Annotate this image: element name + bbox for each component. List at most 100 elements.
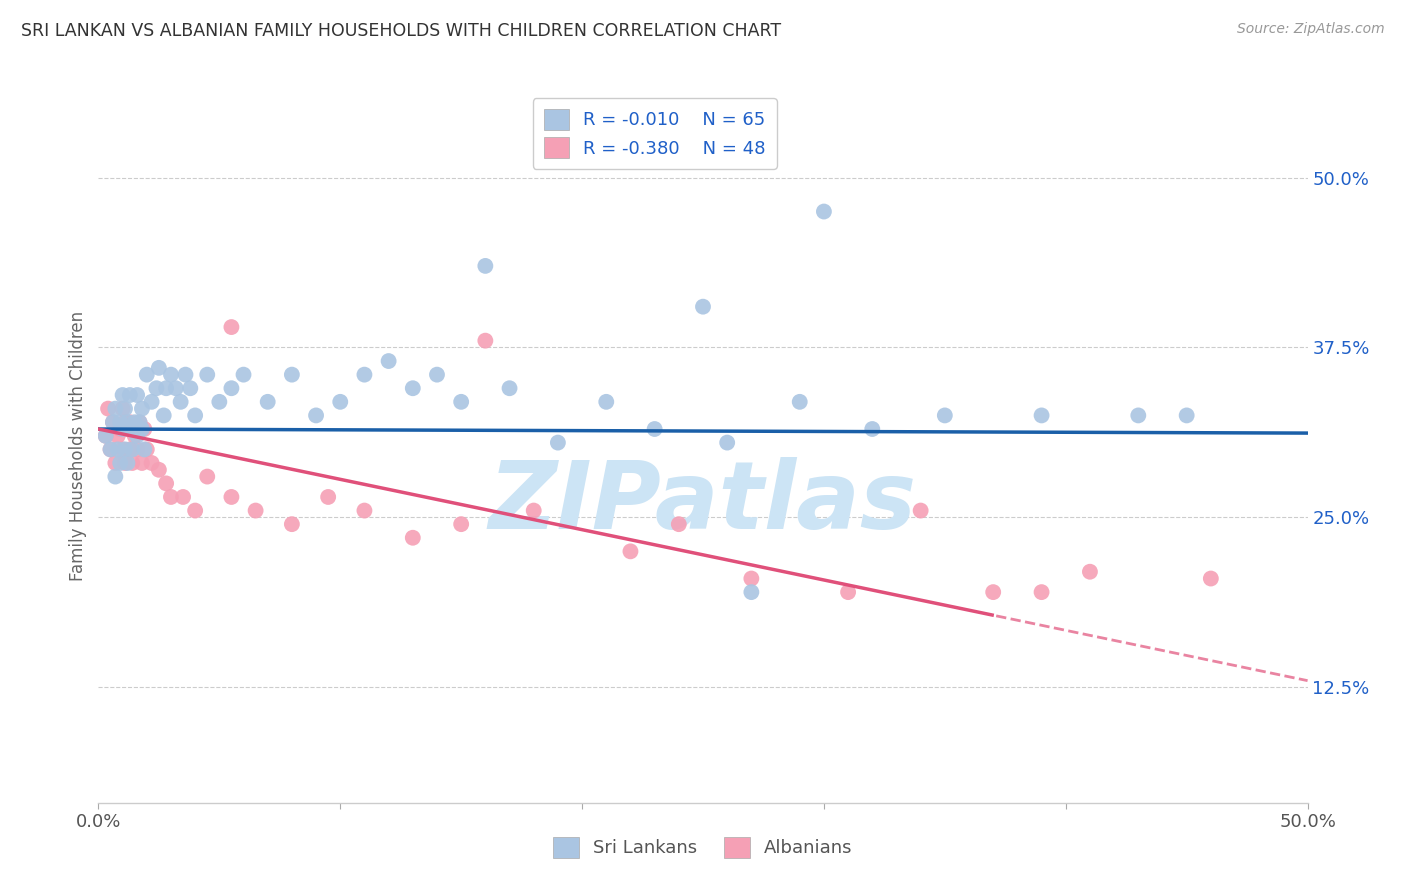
Point (101, 415, 124, 429)
Point (910, 503, 932, 517)
Point (121, 442, 143, 457)
Point (117, 415, 139, 429)
Point (155, 381, 177, 395)
Point (160, 368, 183, 382)
Point (740, 572, 762, 586)
Point (789, 394, 811, 409)
Point (377, 354, 399, 368)
Point (127, 442, 149, 457)
Point (118, 415, 141, 429)
Point (450, 517, 472, 532)
Legend: Sri Lankans, Albanians: Sri Lankans, Albanians (546, 830, 860, 865)
Point (668, 517, 690, 532)
Point (160, 490, 183, 504)
Point (1031, 409, 1053, 423)
Point (101, 415, 124, 429)
Point (121, 456, 143, 470)
Point (1078, 565, 1101, 579)
Point (221, 490, 243, 504)
Point (111, 401, 134, 416)
Point (127, 429, 149, 443)
Point (716, 435, 738, 450)
Point (402, 381, 425, 395)
Point (141, 394, 163, 409)
Point (1175, 409, 1198, 423)
Point (114, 401, 136, 416)
Point (108, 415, 131, 429)
Point (644, 422, 666, 436)
Point (169, 394, 191, 409)
Point (934, 409, 956, 423)
Point (208, 394, 231, 409)
Point (107, 429, 129, 443)
Point (127, 388, 149, 402)
Point (118, 422, 141, 436)
Text: ZIPatlas: ZIPatlas (489, 457, 917, 549)
Point (155, 476, 177, 491)
Point (305, 409, 328, 423)
Point (100, 442, 122, 457)
Point (232, 368, 254, 382)
Point (131, 456, 153, 470)
Point (1031, 585, 1053, 599)
Point (619, 544, 641, 558)
Point (450, 394, 472, 409)
Point (195, 469, 218, 483)
Point (353, 368, 375, 382)
Point (179, 381, 201, 395)
Point (152, 409, 174, 423)
Point (221, 320, 243, 334)
Point (111, 422, 134, 436)
Point (174, 368, 197, 382)
Point (107, 442, 129, 457)
Point (402, 531, 425, 545)
Point (184, 409, 207, 423)
Point (111, 388, 134, 402)
Point (114, 456, 136, 470)
Point (117, 422, 139, 436)
Point (100, 442, 122, 457)
Point (131, 401, 153, 416)
Point (108, 456, 131, 470)
Point (245, 503, 267, 517)
Point (595, 394, 617, 409)
Point (94, 429, 117, 443)
Point (128, 415, 150, 429)
Text: Source: ZipAtlas.com: Source: ZipAtlas.com (1237, 22, 1385, 37)
Point (104, 456, 127, 470)
Point (692, 300, 714, 314)
Point (128, 415, 150, 429)
Point (1128, 409, 1150, 423)
Point (118, 442, 141, 457)
Point (281, 517, 304, 532)
Point (97, 401, 120, 416)
Point (813, 204, 835, 219)
Point (108, 422, 131, 436)
Point (134, 442, 156, 457)
Point (474, 259, 496, 273)
Point (114, 415, 136, 429)
Point (221, 381, 243, 395)
Point (124, 429, 146, 443)
Point (104, 469, 127, 483)
Point (195, 368, 218, 382)
Point (740, 585, 762, 599)
Point (145, 381, 167, 395)
Point (1199, 572, 1222, 586)
Point (353, 503, 375, 517)
Point (837, 585, 859, 599)
Point (117, 456, 139, 470)
Point (141, 456, 163, 470)
Point (184, 503, 207, 517)
Point (172, 490, 194, 504)
Point (148, 360, 170, 375)
Point (474, 334, 496, 348)
Point (165, 381, 187, 395)
Text: SRI LANKAN VS ALBANIAN FAMILY HOUSEHOLDS WITH CHILDREN CORRELATION CHART: SRI LANKAN VS ALBANIAN FAMILY HOUSEHOLDS… (21, 22, 782, 40)
Point (281, 368, 304, 382)
Point (135, 442, 157, 457)
Point (329, 394, 352, 409)
Point (94, 429, 117, 443)
Point (114, 442, 136, 457)
Point (135, 368, 157, 382)
